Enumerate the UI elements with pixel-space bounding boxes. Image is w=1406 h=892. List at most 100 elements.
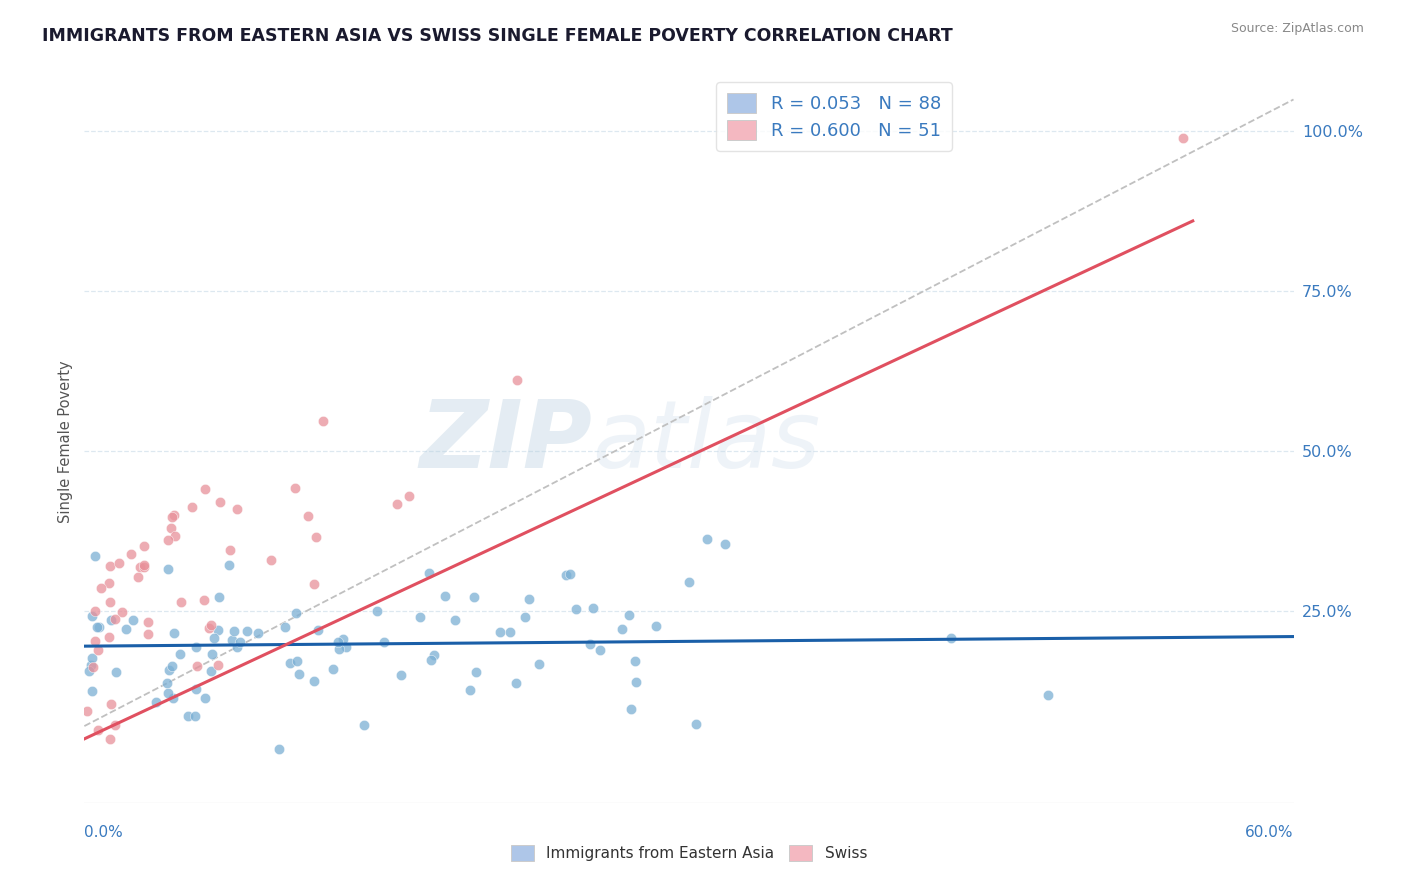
Point: [624, 675, 647, 690]
Point: [328, 635, 350, 649]
Point: [162, 690, 184, 705]
Point: [398, 489, 420, 503]
Point: [305, 530, 328, 544]
Point: [80, 657, 103, 672]
Point: [696, 533, 718, 547]
Point: [645, 619, 668, 633]
Point: [1171, 131, 1194, 145]
Point: [565, 601, 588, 615]
Point: [578, 637, 600, 651]
Point: [193, 592, 215, 607]
Point: [714, 537, 737, 551]
Point: [229, 634, 252, 648]
Point: [82, 660, 104, 674]
Point: [505, 676, 527, 690]
Text: Source: ZipAtlas.com: Source: ZipAtlas.com: [1230, 22, 1364, 36]
Point: [218, 558, 240, 573]
Point: [297, 509, 319, 524]
Point: [87, 723, 110, 738]
Point: [207, 657, 229, 672]
Point: [160, 510, 183, 524]
Point: [273, 620, 295, 634]
Point: [221, 633, 243, 648]
Point: [409, 609, 432, 624]
Point: [387, 497, 409, 511]
Point: [98, 558, 121, 573]
Point: [134, 560, 156, 574]
Point: [307, 623, 329, 637]
Point: [100, 697, 122, 711]
Point: [121, 613, 143, 627]
Point: [160, 520, 183, 534]
Point: [419, 653, 441, 667]
Point: [169, 647, 191, 661]
Point: [115, 623, 138, 637]
Point: [373, 634, 395, 648]
Point: [100, 731, 122, 746]
Point: [98, 630, 121, 644]
Point: [134, 539, 156, 553]
Point: [208, 494, 231, 508]
Point: [107, 556, 129, 570]
Point: [163, 529, 186, 543]
Y-axis label: Single Female Poverty: Single Female Poverty: [58, 360, 73, 523]
Point: [423, 648, 446, 662]
Point: [145, 694, 167, 708]
Point: [332, 632, 354, 647]
Point: [104, 717, 127, 731]
Point: [157, 533, 180, 548]
Point: [100, 613, 122, 627]
Point: [620, 702, 643, 716]
Legend: Immigrants from Eastern Asia, Swiss: Immigrants from Eastern Asia, Swiss: [505, 839, 873, 867]
Point: [285, 654, 308, 668]
Point: [499, 624, 522, 639]
Point: [160, 658, 183, 673]
Point: [678, 575, 700, 590]
Point: [163, 626, 186, 640]
Point: [225, 640, 247, 655]
Point: [463, 590, 485, 604]
Point: [132, 558, 155, 573]
Point: [589, 643, 612, 657]
Point: [194, 690, 217, 705]
Point: [322, 662, 344, 676]
Point: [460, 682, 482, 697]
Point: [79, 664, 101, 678]
Point: [235, 624, 257, 638]
Point: [120, 547, 142, 561]
Point: [183, 709, 205, 723]
Point: [489, 624, 512, 639]
Point: [560, 566, 582, 581]
Point: [208, 590, 231, 604]
Point: [80, 684, 103, 698]
Point: [98, 575, 121, 590]
Point: [98, 595, 121, 609]
Point: [267, 742, 290, 756]
Point: [612, 622, 634, 636]
Point: [201, 647, 224, 661]
Point: [335, 640, 357, 655]
Point: [222, 624, 245, 638]
Point: [433, 590, 456, 604]
Point: [194, 482, 217, 496]
Text: 0.0%: 0.0%: [84, 825, 124, 840]
Point: [284, 481, 307, 495]
Point: [554, 567, 576, 582]
Text: ZIP: ZIP: [419, 395, 592, 488]
Point: [202, 632, 225, 646]
Point: [180, 500, 202, 515]
Point: [685, 717, 707, 731]
Point: [285, 606, 308, 620]
Point: [260, 552, 283, 566]
Point: [84, 603, 107, 617]
Point: [186, 681, 208, 696]
Point: [157, 664, 180, 678]
Point: [302, 673, 325, 688]
Point: [184, 640, 207, 654]
Point: [105, 665, 128, 680]
Text: atlas: atlas: [592, 396, 821, 487]
Point: [84, 549, 107, 564]
Point: [418, 566, 440, 581]
Point: [391, 667, 413, 681]
Point: [163, 508, 186, 523]
